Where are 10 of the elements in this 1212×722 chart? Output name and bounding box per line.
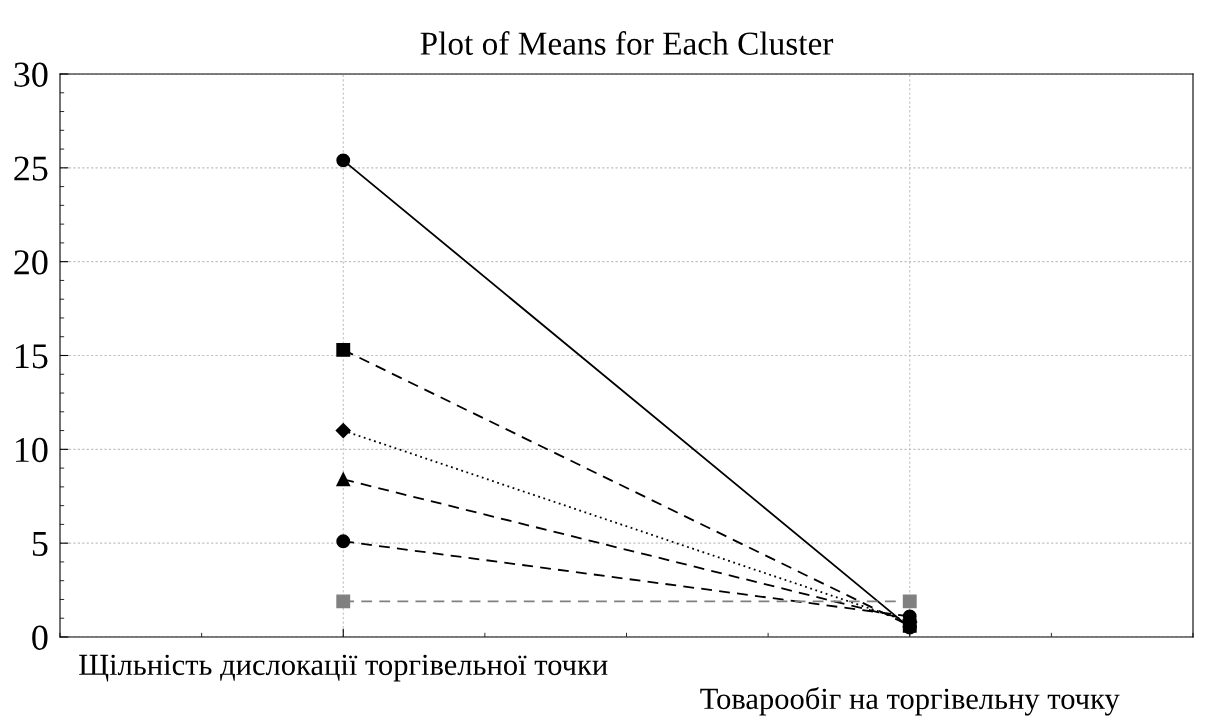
x-tick-label: Щільність дислокації торгівельної точки: [79, 654, 608, 682]
chart-title: Plot of Means for Each Cluster: [420, 31, 834, 55]
y-tick-label: 30: [14, 62, 48, 87]
y-tick-label: 20: [14, 250, 48, 275]
y-tick-label: 15: [15, 344, 48, 369]
x-tick-label: Товарообіг на торгівельну точку: [700, 687, 1120, 716]
y-tick-label: 25: [14, 156, 48, 181]
y-tick-label: 5: [32, 532, 48, 557]
y-tick-label: 0: [32, 625, 48, 650]
y-tick-label: 10: [15, 437, 48, 463]
